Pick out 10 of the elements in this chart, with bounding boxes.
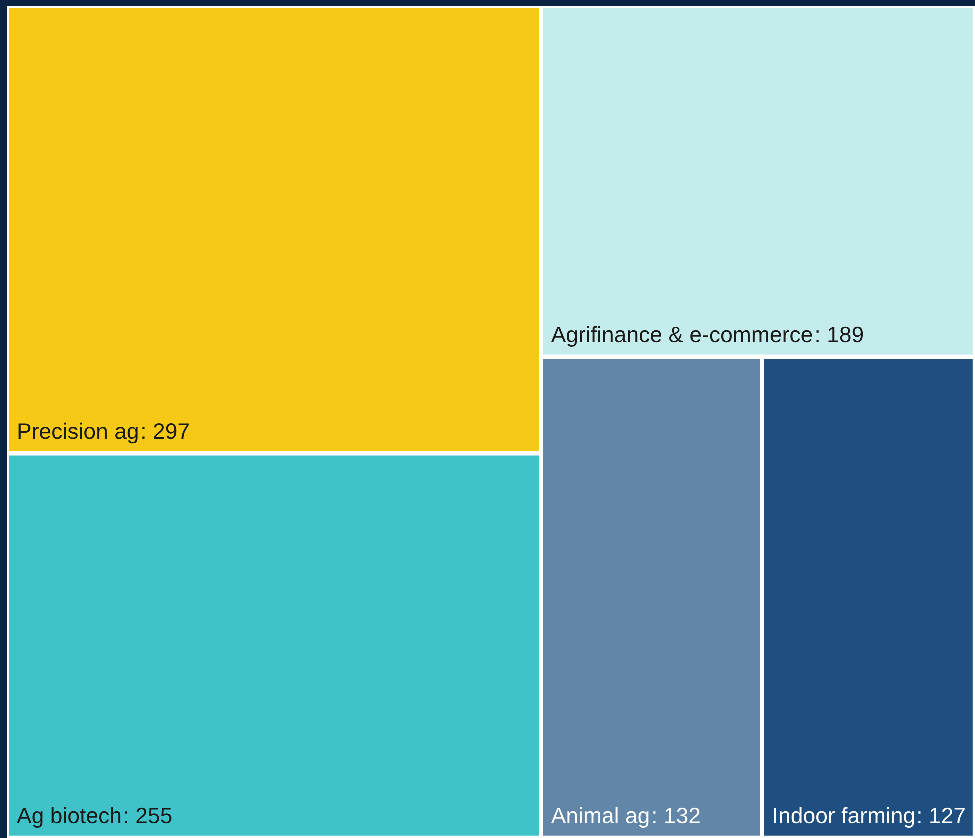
data-label: : 297 xyxy=(142,424,189,440)
data-label: : 132 xyxy=(654,808,700,824)
data-label: : 189 xyxy=(816,326,864,343)
data-label: : 255 xyxy=(125,808,172,824)
category-label: Ag biotech xyxy=(17,807,121,828)
category-label: Precision ag xyxy=(18,422,138,444)
category-label: Agrifinance & e-commerce xyxy=(551,326,812,347)
data-label: : 127 xyxy=(918,808,965,824)
category-label: Indoor farming xyxy=(774,807,914,828)
category-label: Animal ag xyxy=(551,807,649,828)
